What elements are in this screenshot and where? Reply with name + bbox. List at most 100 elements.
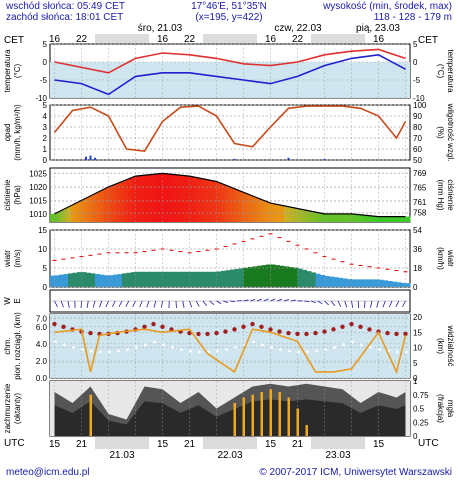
- wind-speed-slice: [261, 265, 267, 287]
- y-tick-right: 0.75: [413, 391, 429, 400]
- night-band-top-1: [203, 34, 257, 43]
- pressure-fill-slice: [380, 216, 384, 222]
- fog-bar: [89, 394, 92, 436]
- cloud-base-dot: [385, 330, 390, 336]
- wind-speed-slice: [383, 280, 388, 287]
- cloud-base-dot: [403, 331, 408, 337]
- pressure-fill-slice: [308, 210, 312, 222]
- fog-bar: [251, 394, 254, 436]
- pressure-fill-slice: [164, 173, 168, 222]
- cloud-base-dot: [286, 330, 291, 336]
- cloud-base-dot: [340, 324, 345, 329]
- wind-speed-slice: [198, 271, 204, 287]
- wind-speed-slice: [131, 272, 136, 287]
- wind-speed-slice: [162, 271, 168, 287]
- tz-right: CET: [418, 35, 438, 46]
- wind-dir-arrow: [277, 298, 283, 302]
- wind-dir-arrow: [189, 300, 193, 308]
- pressure-fill-slice: [347, 213, 351, 222]
- top-tick-label: 16: [157, 34, 169, 45]
- cloud-top-dot: [261, 343, 264, 347]
- cloud-top-dot: [99, 350, 102, 354]
- y-tick-right: 10: [413, 344, 422, 353]
- wind-speed-slice: [149, 271, 154, 287]
- wind-speed-slice: [297, 268, 303, 287]
- wind-dir-arrow: [182, 300, 185, 308]
- cloud-top-dot: [117, 349, 120, 353]
- pressure-fill-slice: [62, 209, 66, 222]
- cloud-base-dot: [250, 321, 255, 327]
- cloud-base-dot: [232, 327, 237, 332]
- wind-speed-slice: [95, 274, 100, 287]
- y-tick-right: 769: [413, 169, 427, 178]
- pressure-fill-slice: [98, 191, 102, 222]
- pressure-fill-slice: [128, 178, 132, 222]
- day-label-1: śro, 21.03: [138, 23, 183, 34]
- wind-dir-arrow: [395, 300, 400, 307]
- y-tick-right: 60: [413, 145, 422, 154]
- pressure-fill-slice: [407, 216, 411, 222]
- y-tick-right: 70: [413, 134, 422, 143]
- cloud-top-dot: [108, 350, 111, 354]
- y-tick-right: 765: [413, 183, 427, 192]
- y-tick-left: 0.0: [36, 374, 48, 383]
- pressure-fill-slice: [158, 173, 162, 222]
- cloud-base-dot: [277, 329, 282, 334]
- pressure-fill-slice: [71, 204, 75, 222]
- fog-bar: [233, 403, 236, 436]
- pressure-fill-slice: [398, 216, 402, 222]
- pressure-fill-slice: [209, 180, 213, 222]
- pressure-fill-slice: [86, 197, 90, 222]
- pressure-fill-slice: [212, 180, 216, 222]
- cloud-top-dot: [351, 340, 354, 344]
- wind-dir-arrow: [86, 300, 89, 308]
- panel-ylabel-right: temperatura: [446, 49, 455, 93]
- bottom-tick-label: 15: [157, 439, 169, 450]
- cloud-top-dot: [198, 350, 201, 354]
- pressure-fill-slice: [77, 201, 81, 222]
- wind-speed-slice: [239, 268, 244, 287]
- wind-dir-arrow: [216, 300, 222, 304]
- y-tick-right: 0: [413, 432, 418, 441]
- wind-speed-slice: [180, 271, 186, 287]
- cloud-base-dot: [214, 330, 219, 336]
- wind-speed-slice: [117, 274, 123, 287]
- pressure-fill-slice: [110, 185, 114, 222]
- pressure-fill-slice: [116, 183, 120, 222]
- pressure-fill-slice: [173, 174, 177, 222]
- pressure-fill-slice: [392, 216, 396, 222]
- y-tick-left: -10: [35, 94, 47, 103]
- pressure-fill-slice: [242, 192, 246, 222]
- panel-ylabel-left: zachmurzenie: [3, 383, 12, 433]
- cloud-base-dot: [259, 324, 264, 330]
- cloud-top-dot: [288, 349, 291, 353]
- cloud-top-dot: [279, 348, 282, 351]
- y-tick-right: 0: [413, 283, 418, 292]
- footer-email[interactable]: meteo@icm.edu.pl: [6, 467, 90, 478]
- pressure-fill-slice: [176, 174, 180, 222]
- night-band-bottom-1: [203, 437, 257, 449]
- cloud-top-dot: [144, 343, 147, 347]
- pressure-fill-slice: [272, 203, 276, 222]
- y-tick-right: 0.5: [413, 405, 425, 414]
- panel-ylabel-left-unit: E: [13, 298, 22, 303]
- wind-speed-slice: [257, 265, 262, 287]
- fog-bar: [260, 392, 263, 436]
- cloud-top-dot: [162, 343, 165, 347]
- wind-speed-slice: [212, 271, 217, 287]
- pressure-fill-slice: [215, 181, 219, 222]
- pressure-fill-slice: [107, 186, 111, 222]
- cloud-top-dot: [171, 346, 174, 349]
- cloud-top-dot: [405, 350, 408, 354]
- wind-speed-slice: [144, 271, 150, 287]
- wind-speed-slice: [81, 272, 87, 287]
- panel-ylabel-right: wiatr: [446, 249, 455, 267]
- top-tick-label: 22: [76, 34, 88, 45]
- wind-dir-arrow: [250, 299, 256, 302]
- coords-text: 17°46'E, 51°35'N: [191, 1, 267, 12]
- pressure-fill-slice: [83, 198, 87, 222]
- y-tick-left: 6.0: [36, 323, 48, 332]
- pressure-fill-slice: [188, 176, 192, 222]
- pressure-fill-slice: [404, 216, 408, 222]
- wind-dir-arrow: [382, 300, 386, 308]
